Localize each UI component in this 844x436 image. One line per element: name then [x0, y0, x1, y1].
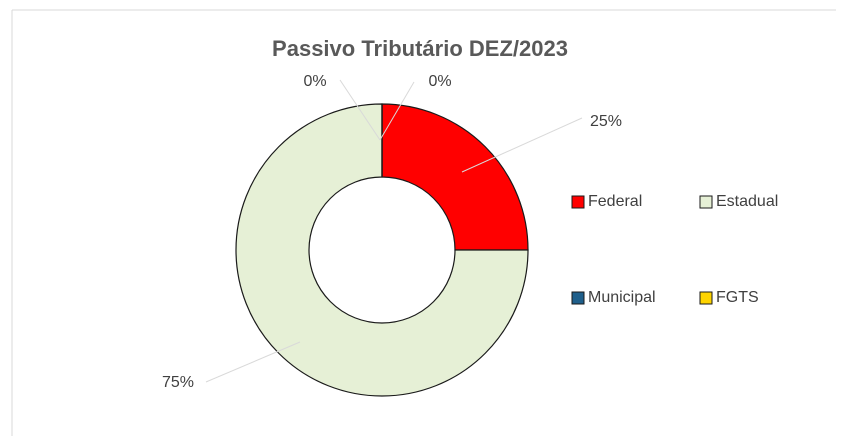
data-label: 25%: [590, 113, 622, 130]
leader-line: [205, 341, 301, 383]
legend-label: Municipal: [588, 289, 656, 306]
donut-slice: [235, 103, 529, 397]
legend-swatch: [699, 291, 713, 305]
legend-swatch: [699, 195, 713, 209]
chart-title: Passivo Tributário DEZ/2023: [272, 36, 568, 61]
leader-line: [461, 117, 583, 173]
data-label: 0%: [428, 73, 451, 90]
data-label: 0%: [303, 73, 326, 90]
donut-slice: [381, 103, 529, 251]
legend-label: FGTS: [716, 289, 759, 306]
legend-label: Estadual: [716, 193, 778, 210]
leader-line: [379, 81, 415, 141]
data-label: 75%: [162, 374, 194, 391]
legend-swatch: [571, 291, 585, 305]
legend-swatch: [571, 195, 585, 209]
legend-label: Federal: [588, 193, 642, 210]
leader-line: [339, 79, 381, 141]
